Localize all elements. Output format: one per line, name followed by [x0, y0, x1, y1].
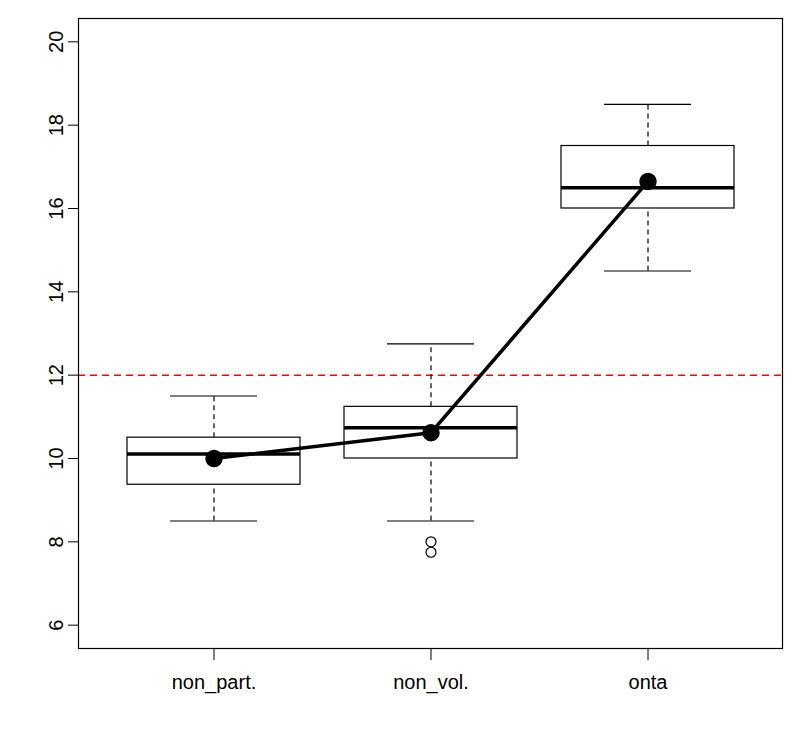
svg-text:non_part.: non_part.	[172, 671, 257, 694]
svg-text:14: 14	[45, 281, 67, 303]
svg-text:non_vol.: non_vol.	[393, 671, 469, 694]
svg-text:12: 12	[45, 364, 67, 386]
svg-text:8: 8	[45, 536, 67, 547]
svg-text:20: 20	[45, 31, 67, 53]
svg-text:6: 6	[45, 620, 67, 631]
svg-text:18: 18	[45, 114, 67, 136]
svg-text:16: 16	[45, 197, 67, 219]
svg-text:onta: onta	[629, 671, 669, 693]
svg-text:10: 10	[45, 447, 67, 469]
